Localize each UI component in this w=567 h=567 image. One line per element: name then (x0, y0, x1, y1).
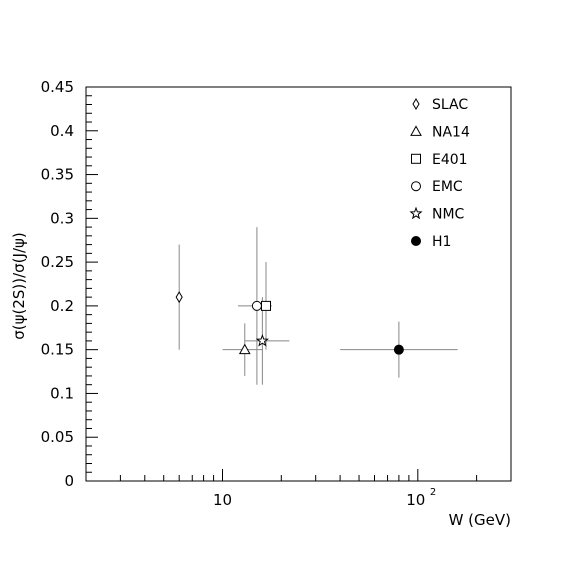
legend-label-emc: EMC (432, 179, 463, 195)
plot-frame (85, 86, 512, 482)
legend-marker-emc (411, 181, 421, 192)
data-point-h1 (393, 344, 404, 355)
y-tick-label: 0.2 (50, 297, 74, 315)
legend-label-slac: SLAC (432, 97, 468, 113)
legend-marker-nmc (409, 206, 423, 220)
legend-label-h1: H1 (432, 234, 451, 250)
x-tick-label: 10 (213, 491, 232, 509)
legend: SLAC NA14 E401 EMC NMC H1 (409, 97, 470, 250)
legend-label-e401: E401 (432, 152, 468, 168)
y-tick-label: 0.15 (41, 341, 74, 359)
data-point-e401 (261, 300, 272, 311)
x-tick-label-exponent: 2 (430, 487, 436, 498)
legend-marker-na14 (410, 125, 422, 136)
legend-label-nmc: NMC (432, 207, 465, 223)
y-tick-label: 0.1 (50, 384, 74, 402)
legend-label-na14: NA14 (432, 124, 470, 140)
legend-marker-slac (412, 98, 420, 110)
y-tick-label: 0.4 (50, 122, 74, 140)
x-axis-title: W (GeV) (449, 511, 511, 529)
y-tick-label: 0.3 (50, 209, 74, 227)
x-tick-label: 10 (406, 491, 425, 509)
y-tick-label: 0.25 (41, 253, 74, 271)
y-tick-label: 0.35 (41, 166, 74, 184)
data-markers (175, 291, 404, 355)
legend-marker-h1 (411, 236, 421, 246)
x-axis-ticks: 10 10 2 (85, 469, 512, 509)
y-axis-ticks: 0 0.05 0.1 0.15 0.2 0.25 0.3 0.35 0.4 0.45 (41, 78, 98, 490)
data-point-emc (251, 300, 262, 311)
error-bars (178, 227, 458, 385)
data-point-slac (175, 291, 183, 304)
y-axis-title: σ(ψ(2S))/σ(J/ψ) (10, 232, 28, 340)
y-tick-label: 0 (64, 472, 74, 490)
data-point-nmc (255, 333, 269, 347)
data-point-na14 (238, 343, 251, 355)
legend-marker-e401 (411, 153, 421, 164)
y-tick-label: 0.05 (41, 428, 74, 446)
y-tick-label: 0.45 (41, 78, 74, 96)
